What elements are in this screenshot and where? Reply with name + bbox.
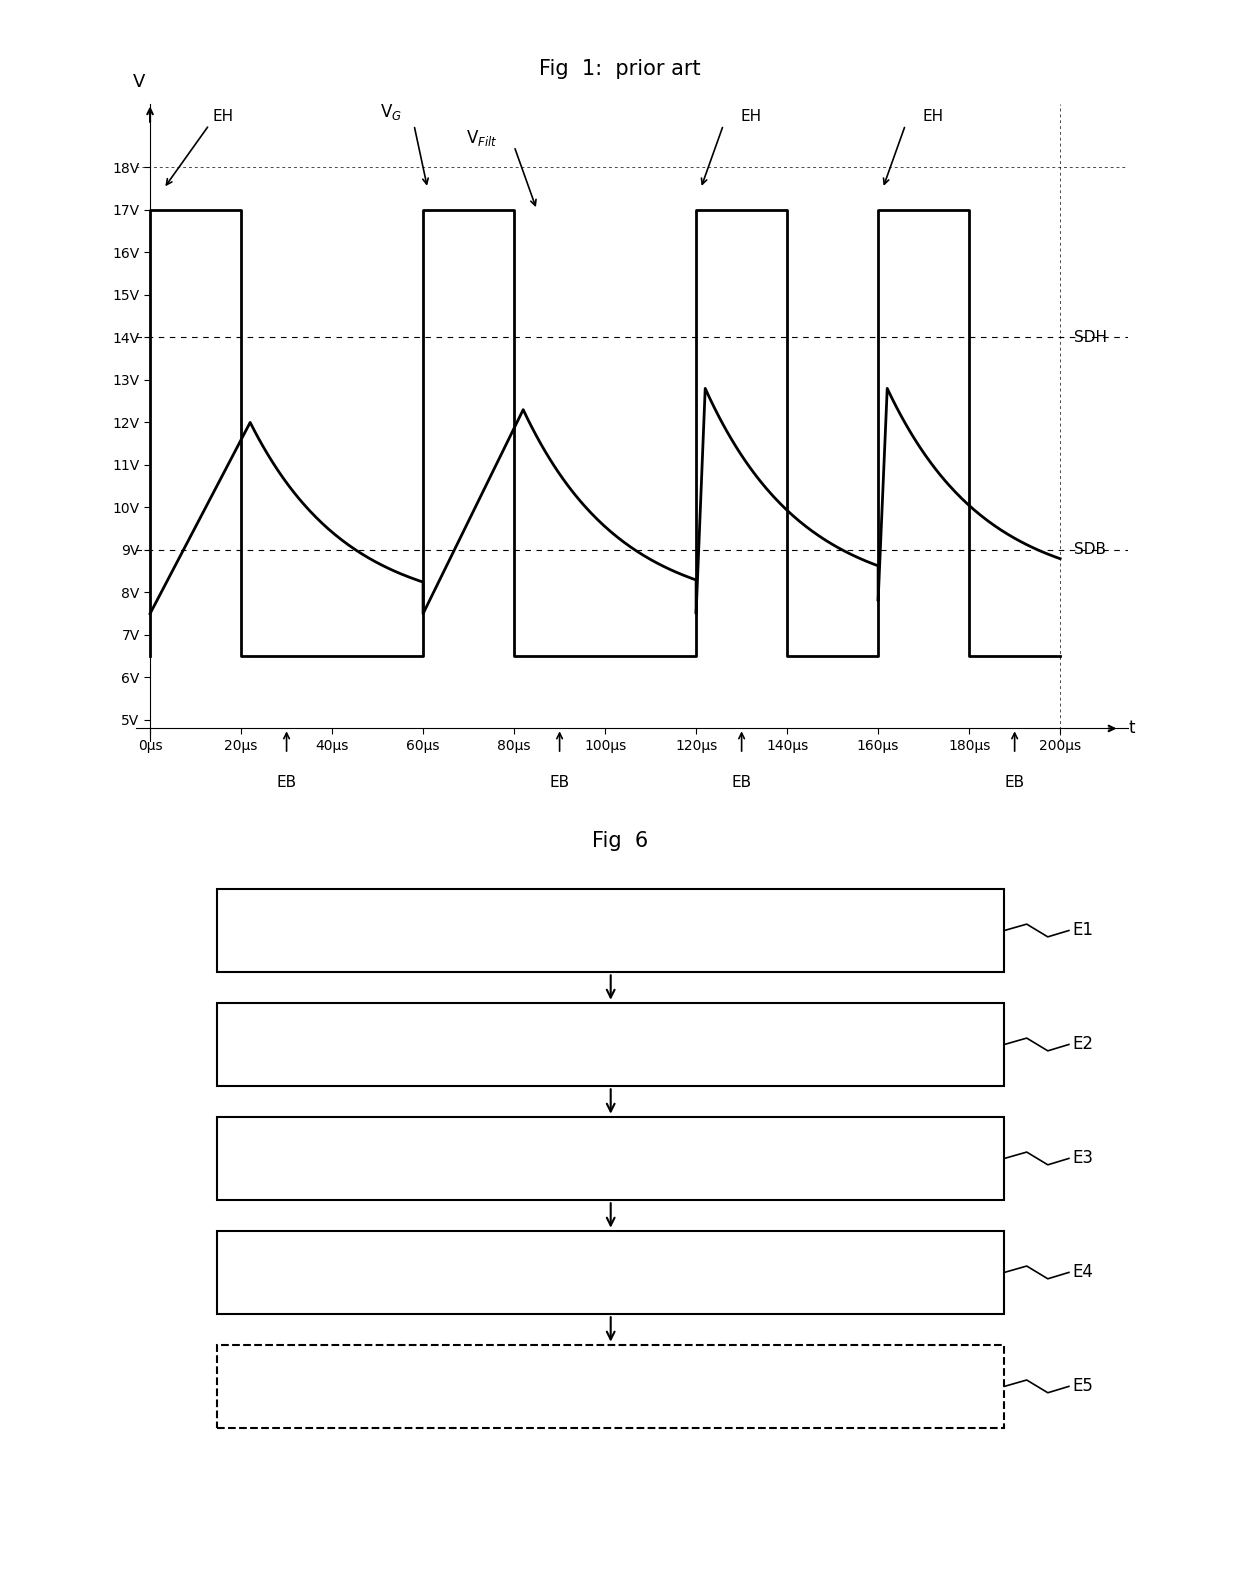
Text: EH: EH [740,108,761,124]
Text: SDH: SDH [1074,330,1107,344]
Text: E1: E1 [1073,921,1094,939]
Text: E3: E3 [1073,1149,1094,1167]
Bar [217,1344,1004,1428]
Bar [217,889,1004,972]
Text: EB: EB [549,775,569,791]
Text: E4: E4 [1073,1264,1094,1282]
Text: EB: EB [732,775,751,791]
Text: t: t [1128,719,1135,738]
Text: Fig  6: Fig 6 [591,830,649,851]
Text: EH: EH [923,108,944,124]
Text: EB: EB [277,775,296,791]
Text: V$_G$: V$_G$ [381,102,402,123]
Bar [217,1116,1004,1200]
Text: V$_{Filt}$: V$_{Filt}$ [466,128,498,148]
Text: V: V [133,73,145,91]
Text: E2: E2 [1073,1036,1094,1054]
Text: E5: E5 [1073,1377,1094,1395]
Text: SDB: SDB [1074,542,1106,558]
Text: EH: EH [212,108,233,124]
Bar [217,1231,1004,1313]
Text: Fig  1:  prior art: Fig 1: prior art [539,59,701,78]
Bar [217,1003,1004,1087]
Text: EB: EB [1004,775,1024,791]
